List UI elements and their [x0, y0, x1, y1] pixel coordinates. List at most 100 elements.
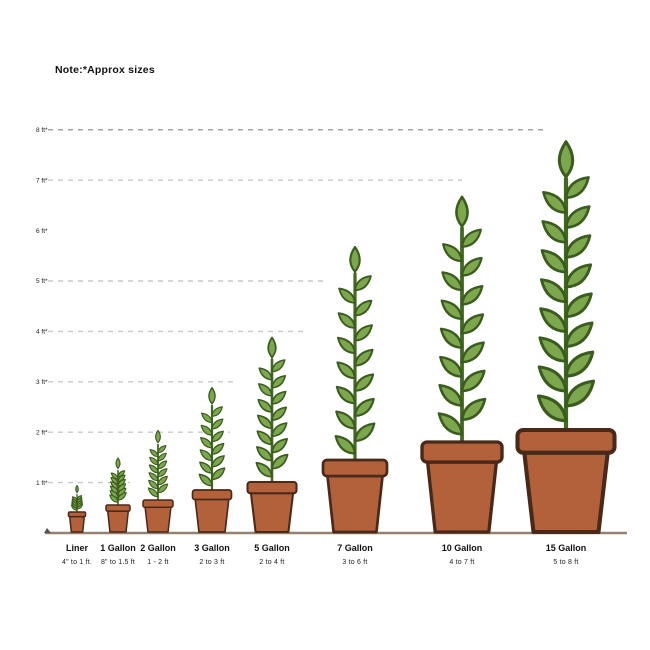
- leaf-icon: [336, 361, 357, 380]
- category-range-1-gallon: 8" to 1.5 ft: [100, 559, 136, 566]
- pot-10-gallon: [420, 440, 504, 534]
- leaf-icon: [117, 474, 126, 482]
- leaf-icon: [438, 384, 464, 407]
- plant-15-gallon: [515, 140, 617, 535]
- leaf-icon: [271, 390, 287, 405]
- leaf-icon: [349, 245, 361, 273]
- leaf-icon: [256, 414, 273, 430]
- leaf-icon: [117, 492, 127, 501]
- leaf-icon: [353, 373, 375, 392]
- leaf-icon: [255, 461, 273, 478]
- leaf-icon: [199, 449, 213, 462]
- leaf-icon: [200, 437, 213, 449]
- leaf-icon: [148, 479, 159, 490]
- leaf-icon: [542, 191, 568, 214]
- pot-rim: [321, 458, 389, 478]
- category-range-3-gallon: 2 to 3 ft: [199, 559, 225, 566]
- pot-1-gallon: [105, 504, 131, 533]
- baseline-origin-mark: [44, 528, 51, 533]
- leaf-icon: [337, 336, 356, 355]
- category-range-15-gallon: 5 to 8 ft: [553, 559, 579, 566]
- category-label-2-gallon: 2 Gallon: [140, 543, 176, 553]
- category-range-10-gallon: 4 to 7 ft: [449, 559, 475, 566]
- leaf-icon: [460, 397, 487, 422]
- leaf-icon: [149, 456, 159, 466]
- leaf-icon: [439, 355, 464, 378]
- leaf-icon: [334, 434, 357, 455]
- pot-body: [425, 460, 499, 534]
- leaf-icon: [200, 424, 213, 436]
- leaf-icon: [564, 350, 595, 378]
- leaf-icon: [439, 327, 464, 349]
- category-range-2-gallon: 1 - 2 ft: [147, 559, 169, 566]
- leaf-icon: [117, 483, 127, 492]
- leaf-icon: [338, 287, 356, 304]
- category-range-liner: 4" to 1 ft.: [62, 559, 92, 566]
- ytick-label-8ft: 8 ft*: [36, 127, 48, 134]
- leaf-icon: [460, 369, 486, 393]
- leaf-icon: [271, 359, 286, 373]
- leaf-icon: [199, 461, 213, 474]
- leaf-icon: [157, 460, 168, 470]
- ytick-label-7ft: 7 ft*: [36, 177, 48, 184]
- leaf-icon: [211, 406, 223, 417]
- pot-rim: [105, 504, 131, 512]
- pot-body: [144, 506, 172, 533]
- leaf-icon: [354, 275, 372, 292]
- leaf-icon: [157, 475, 168, 486]
- leaf-icon: [540, 249, 568, 274]
- ytick-label-6ft: 6 ft*: [36, 228, 48, 235]
- leaf-icon: [460, 228, 482, 248]
- pot-body: [249, 492, 295, 534]
- ytick-label-4ft: 4 ft*: [36, 329, 48, 336]
- leaf-icon: [117, 478, 126, 487]
- leaf-icon: [255, 446, 273, 462]
- leaf-icon: [564, 234, 592, 259]
- leaf-icon: [564, 321, 594, 348]
- pot-2-gallon: [142, 499, 174, 533]
- leaf-icon: [117, 487, 127, 496]
- leaf-icon: [157, 483, 169, 494]
- leaf-icon: [455, 195, 469, 228]
- leaf-icon: [149, 449, 159, 458]
- leaf-icon: [564, 379, 596, 408]
- pot-3-gallon: [191, 489, 233, 533]
- leaf-icon: [541, 220, 568, 244]
- leaf-icon: [460, 256, 483, 277]
- leaf-icon: [271, 437, 289, 454]
- category-label-7-gallon: 7 Gallon: [337, 543, 373, 553]
- pot-body: [106, 510, 130, 533]
- leaf-icon: [110, 476, 119, 485]
- leaf-icon: [157, 445, 167, 454]
- plant-7-gallon: [321, 245, 389, 534]
- approx-sizes-note: Note:*Approx sizes: [55, 64, 155, 76]
- category-label-15-gallon: 15 Gallon: [545, 543, 587, 553]
- leaf-icon: [271, 422, 288, 438]
- pot-rim: [142, 499, 174, 509]
- ytick-label-5ft: 5 ft*: [36, 278, 48, 285]
- leaf-icon: [271, 375, 287, 389]
- leaf-icon: [211, 455, 225, 468]
- leaf-icon: [437, 412, 464, 436]
- category-range-7-gallon: 3 to 6 ft: [342, 559, 368, 566]
- leaf-icon: [257, 383, 273, 397]
- category-label-1-gallon: 1 Gallon: [100, 543, 136, 553]
- pot-body: [522, 450, 610, 535]
- leaf-icon: [538, 336, 568, 363]
- leaf-icon: [557, 140, 575, 179]
- leaf-icon: [539, 307, 568, 333]
- pot-body: [194, 498, 230, 533]
- pot-body: [68, 515, 86, 533]
- category-range-5-gallon: 2 to 4 ft: [259, 559, 285, 566]
- leaf-icon: [258, 367, 273, 381]
- leaf-icon: [564, 292, 593, 319]
- leaf-icon: [208, 387, 216, 405]
- leaf-icon: [198, 473, 213, 487]
- leaf-icon: [157, 468, 168, 478]
- leaf-icon: [460, 341, 485, 364]
- leaf-icon: [440, 299, 464, 321]
- leaf-icon: [115, 457, 121, 469]
- leaf-icon: [337, 312, 356, 329]
